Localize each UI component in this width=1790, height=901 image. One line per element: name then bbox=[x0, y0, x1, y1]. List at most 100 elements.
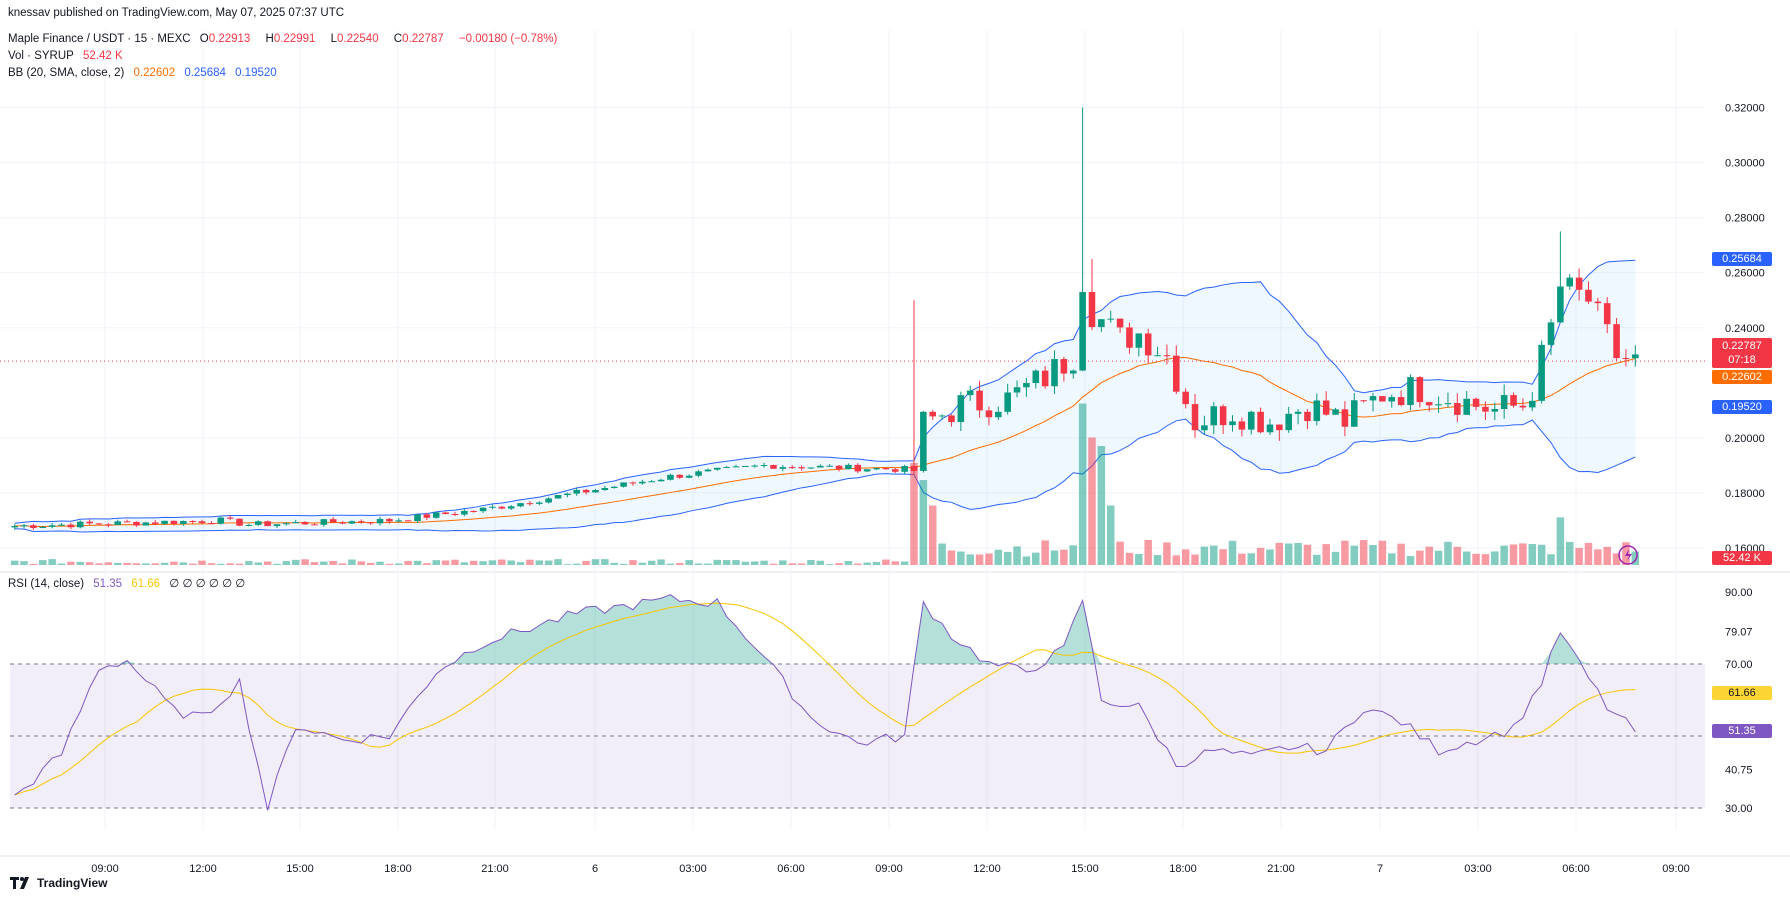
volume-bar bbox=[39, 560, 47, 565]
change-value: −0.00180 (−0.78%) bbox=[458, 33, 558, 45]
high-label: H0.22991 bbox=[265, 33, 316, 45]
candle-body bbox=[1257, 411, 1264, 433]
candle-body bbox=[1510, 395, 1517, 406]
candle-body bbox=[11, 526, 18, 528]
time-tick-label: 6 bbox=[592, 863, 598, 875]
candle-body bbox=[395, 520, 403, 522]
volume-bar bbox=[226, 563, 234, 565]
candle-body bbox=[1154, 355, 1161, 357]
volume-bar bbox=[582, 560, 590, 565]
volume-bar bbox=[1219, 549, 1227, 565]
volume-bar bbox=[291, 559, 300, 565]
volume-bar bbox=[760, 560, 768, 565]
bb-lower-line bbox=[14, 418, 1636, 533]
candle-body bbox=[198, 521, 206, 524]
volume-bar bbox=[1191, 554, 1199, 565]
candle-body bbox=[1098, 319, 1105, 328]
bb-upper-value: 0.25684 bbox=[184, 67, 226, 79]
candle-body bbox=[657, 479, 665, 482]
volume-bar bbox=[957, 551, 965, 565]
volume-bar bbox=[423, 563, 431, 565]
candle-body bbox=[891, 469, 899, 472]
bb-legend: BB (20, SMA, close, 2) 0.22602 0.25684 0… bbox=[8, 67, 283, 79]
volume-bar bbox=[282, 561, 291, 565]
volume-bar bbox=[1294, 542, 1302, 565]
candle-body bbox=[1351, 400, 1358, 427]
time-tick-label: 7 bbox=[1377, 863, 1383, 875]
candle-body bbox=[1013, 387, 1021, 393]
candle-body bbox=[1575, 277, 1583, 290]
volume-bar bbox=[1303, 544, 1312, 565]
volume-bar bbox=[95, 563, 103, 565]
candle-body bbox=[1332, 409, 1339, 415]
candle-body bbox=[723, 466, 730, 468]
candle-body bbox=[301, 522, 309, 525]
candle-body bbox=[470, 510, 477, 512]
candle-body bbox=[1088, 292, 1096, 328]
bb-upper-line bbox=[14, 259, 1636, 524]
volume-bar bbox=[563, 564, 572, 565]
volume-bar bbox=[835, 563, 843, 565]
volume-bar bbox=[1284, 543, 1293, 565]
volume-bar bbox=[516, 562, 525, 565]
rsi-tick-label: 30.00 bbox=[1725, 803, 1753, 815]
volume-bar bbox=[526, 559, 534, 565]
candle-body bbox=[489, 506, 496, 508]
candle-body bbox=[1004, 392, 1011, 412]
candle-body bbox=[601, 487, 609, 491]
candle-body bbox=[1416, 377, 1424, 403]
volume-bar bbox=[544, 560, 553, 565]
volume-bar bbox=[1322, 544, 1330, 565]
volume-bar bbox=[1631, 551, 1640, 565]
time-tick-label: 15:00 bbox=[1071, 863, 1099, 875]
candle-body bbox=[479, 507, 487, 512]
candle-body bbox=[573, 489, 581, 494]
volume-bar bbox=[451, 559, 459, 565]
volume-bar bbox=[666, 563, 675, 565]
volume-bar bbox=[1097, 446, 1106, 565]
candle-body bbox=[929, 411, 937, 417]
volume-bar bbox=[554, 559, 562, 565]
volume-bar bbox=[975, 554, 984, 565]
candle-body bbox=[1173, 355, 1180, 392]
candle-body bbox=[442, 512, 449, 515]
volume-bar bbox=[1088, 437, 1096, 565]
volume-bar bbox=[1462, 551, 1471, 565]
candle-body bbox=[264, 521, 271, 527]
volume-bar bbox=[928, 505, 937, 565]
tradingview-logo[interactable]: TradingView bbox=[10, 876, 107, 890]
volume-bar bbox=[1331, 551, 1340, 565]
rsi-label: RSI (14, close) bbox=[8, 578, 85, 590]
volume-bar bbox=[1135, 554, 1143, 565]
symbol-legend: Maple Finance / USDT · 15 · MEXC O0.2291… bbox=[8, 33, 563, 45]
candle-body bbox=[966, 390, 974, 396]
candle-body bbox=[1613, 324, 1620, 359]
candle-body bbox=[1360, 400, 1367, 402]
candle-body bbox=[1135, 333, 1143, 348]
rsi-legend: RSI (14, close) 51.35 61.66 ∅ ∅ ∅ ∅ ∅ ∅ bbox=[8, 576, 251, 590]
volume-bar bbox=[1603, 546, 1611, 565]
volume-bar bbox=[797, 563, 806, 565]
time-tick-label: 03:00 bbox=[679, 863, 707, 875]
candle-body bbox=[873, 468, 880, 470]
volume-bar bbox=[1172, 555, 1181, 565]
price-tick-label: 0.28000 bbox=[1725, 213, 1765, 225]
volume-bar bbox=[160, 562, 169, 565]
candle-body bbox=[1107, 318, 1114, 320]
candle-body bbox=[1023, 383, 1030, 388]
candle-body bbox=[629, 482, 637, 484]
volume-bar bbox=[685, 560, 693, 565]
volume-bar bbox=[376, 561, 384, 565]
volume-bar bbox=[1116, 541, 1124, 565]
volume-bar bbox=[357, 561, 366, 565]
time-tick-label: 21:00 bbox=[481, 863, 509, 875]
candle-body bbox=[1379, 396, 1386, 402]
candle-body bbox=[957, 395, 965, 423]
candle-body bbox=[1482, 406, 1489, 412]
candle-body bbox=[1454, 403, 1461, 415]
candle-body bbox=[226, 517, 234, 519]
time-tick-label: 21:00 bbox=[1267, 863, 1295, 875]
volume-bar bbox=[1238, 553, 1246, 565]
candle-body bbox=[208, 523, 215, 525]
